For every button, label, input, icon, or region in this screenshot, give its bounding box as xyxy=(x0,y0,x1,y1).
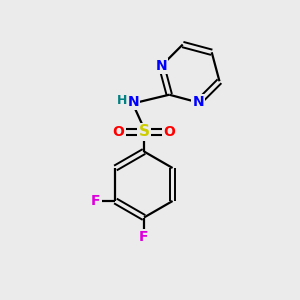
Text: S: S xyxy=(139,124,149,140)
Text: O: O xyxy=(164,125,175,139)
Text: N: N xyxy=(193,95,204,110)
Text: H: H xyxy=(117,94,127,107)
Text: N: N xyxy=(128,95,139,109)
Text: F: F xyxy=(91,194,101,208)
Text: F: F xyxy=(139,230,149,244)
Text: O: O xyxy=(112,125,124,139)
Text: N: N xyxy=(156,59,167,73)
